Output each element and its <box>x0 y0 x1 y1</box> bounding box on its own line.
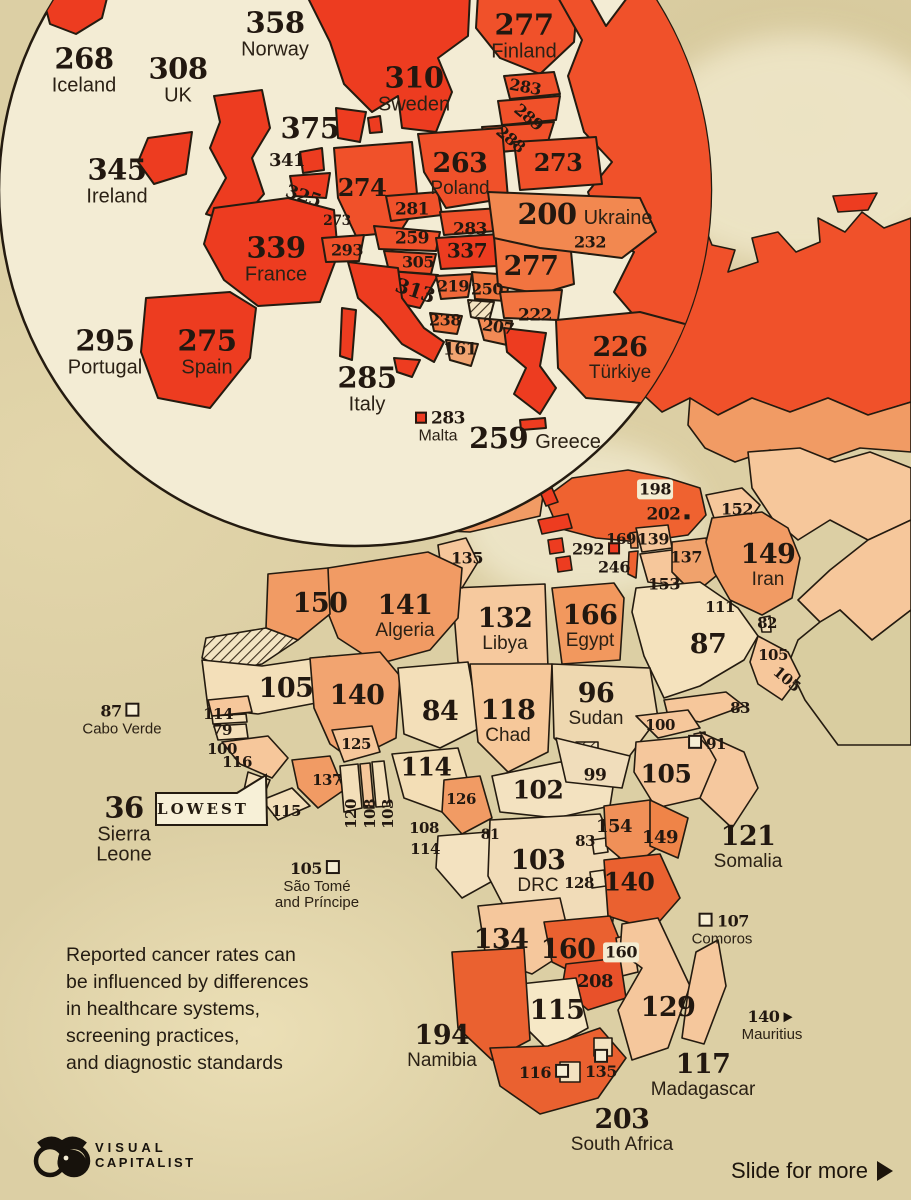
region-sicily <box>393 357 421 378</box>
region-iran <box>705 511 801 616</box>
region-spain-portugal <box>140 291 257 409</box>
region-niger <box>397 661 481 749</box>
region-south-sudan <box>555 737 631 789</box>
region-cote-divoire <box>291 755 345 809</box>
region-gabon-congo <box>435 831 499 899</box>
brand-line-1: VISUAL <box>95 1140 167 1155</box>
slide-for-more-label: Slide for more <box>731 1158 868 1183</box>
lowest-badge: LOWEST <box>157 800 249 818</box>
region-latvia <box>497 95 561 126</box>
region-qatar <box>759 615 772 633</box>
region-denmark <box>335 107 367 143</box>
footnote: Reported cancer rates can be influenced … <box>66 942 308 1077</box>
region-lesotho <box>559 1061 581 1083</box>
slide-for-more[interactable]: Slide for more <box>731 1158 893 1184</box>
region-somalia <box>699 731 759 829</box>
region-france <box>203 197 339 307</box>
region-russia-mag <box>555 0 711 341</box>
region-estonia <box>503 71 561 100</box>
lowest-callout-box <box>155 773 269 826</box>
region-benin <box>371 760 391 808</box>
region-rwanda <box>591 837 609 855</box>
region-coast-strip <box>832 192 878 213</box>
region-gulf <box>749 635 801 701</box>
region-israel <box>627 550 639 579</box>
region-bulgaria <box>499 289 563 321</box>
region-kazakhstan <box>687 397 911 463</box>
region-tanzania <box>603 853 681 931</box>
region-chad <box>469 663 553 773</box>
footnote-line: screening practices, <box>66 1025 240 1047</box>
region-switzerland <box>321 234 365 263</box>
brand-line-2: CAPITALIST <box>95 1155 196 1170</box>
region-eswatini <box>593 1037 613 1057</box>
region-saudi-arabia <box>631 581 759 699</box>
region-morocco <box>265 567 331 641</box>
region-netherlands <box>299 147 325 174</box>
region-greece-real <box>537 513 573 535</box>
region-greece-mag <box>503 327 557 415</box>
region-gambia <box>211 713 248 725</box>
region-nmacedonia <box>429 312 463 335</box>
region-poland <box>417 127 509 209</box>
region-eritrea <box>635 709 701 739</box>
visual-capitalist-wordmark: VISUAL CAPITALIST <box>95 1140 196 1170</box>
region-sardinia <box>339 307 357 361</box>
region-norway-sweden <box>305 0 471 133</box>
region-syria <box>635 524 673 553</box>
footnote-line: in healthcare systems, <box>66 998 261 1020</box>
footnote-line: be influenced by differences <box>66 971 309 993</box>
region-namibia <box>451 947 531 1061</box>
region-ghana <box>339 763 363 813</box>
region-ukraine <box>487 191 657 259</box>
region-cameroon <box>441 775 493 835</box>
region-belgium <box>289 172 331 199</box>
real-scale-map <box>169 192 911 1115</box>
region-madagascar <box>681 939 727 1045</box>
region-austria <box>373 225 441 252</box>
region-western-sahara <box>201 627 299 671</box>
region-denmark-2 <box>367 115 383 134</box>
region-italy <box>347 261 445 363</box>
region-hungary <box>435 233 501 270</box>
region-belarus <box>513 136 603 191</box>
region-afghanistan <box>787 609 911 746</box>
region-liberia <box>261 787 311 821</box>
region-greece-real-2 <box>547 537 565 555</box>
region-horn-149 <box>649 799 689 859</box>
region-iceland <box>41 0 109 35</box>
region-mozambique <box>617 917 691 1061</box>
region-burkina <box>331 725 381 763</box>
right-arrow-icon <box>877 1161 893 1181</box>
region-togo <box>359 762 375 809</box>
region-161 <box>445 339 479 367</box>
region-crete <box>519 417 547 431</box>
visual-capitalist-logo-icon <box>33 1136 91 1178</box>
region-egypt <box>551 582 625 665</box>
region-czechia <box>385 191 443 222</box>
region-burundi <box>589 869 607 889</box>
region-bosnia <box>435 273 473 300</box>
region-ireland <box>137 131 193 185</box>
footnote-line: and diagnostic standards <box>66 1052 283 1074</box>
europe-magnified <box>41 0 711 431</box>
footnote-line: Reported cancer rates can <box>66 944 296 966</box>
region-crete-real <box>555 555 573 573</box>
region-lebanon <box>629 531 639 549</box>
region-guinea <box>221 735 289 779</box>
region-guinea-bissau <box>213 723 249 741</box>
region-senegal <box>207 695 253 717</box>
region-centralasia-2 <box>797 519 911 641</box>
region-algeria <box>321 551 463 665</box>
